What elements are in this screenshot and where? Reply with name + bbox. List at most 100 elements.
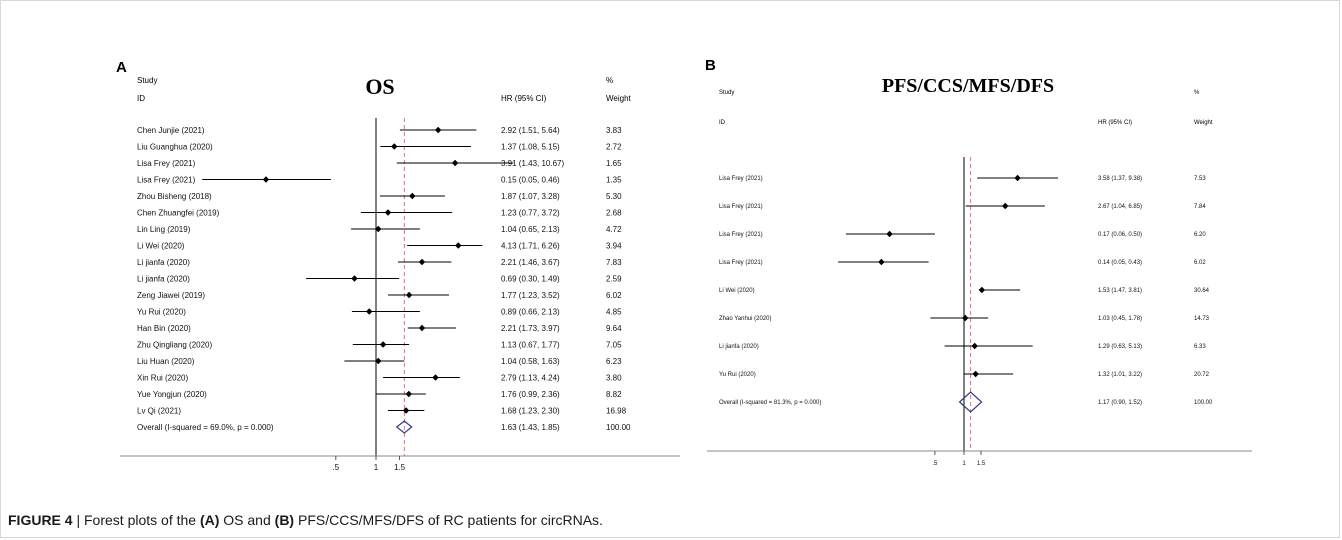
- os-point-estimate: [409, 192, 416, 200]
- pfs-study-label: Zhao Yanhui (2020): [719, 316, 771, 322]
- caption-ref-b: (B): [274, 512, 295, 528]
- os-header-id: ID: [137, 94, 145, 103]
- pfs-header-hr: HR (95% CI): [1098, 120, 1132, 126]
- forest-plot-pfs-svg: B PFS/CCS/MFS/DFS Study ID HR (95% CI)% Weigh…: [705, 57, 1252, 467]
- os-overall-diamond: [395, 420, 413, 434]
- os-weight: 3.80: [606, 373, 622, 382]
- os-study-label: Yu Rui (2020): [137, 307, 186, 316]
- os-study-label: Han Bin (2020): [137, 324, 191, 333]
- os-x-tick-label: 1: [374, 463, 379, 472]
- pfs-point-estimate: [972, 370, 979, 378]
- pfs-weight: 6.20: [1194, 232, 1206, 238]
- pfs-header-study: Study: [719, 90, 734, 96]
- os-study-label: Lv Qi (2021): [137, 406, 181, 415]
- os-study-label: Lin Ling (2019): [137, 225, 191, 234]
- os-weight: 16.98: [606, 406, 627, 415]
- pfs-x-tick-label: 1: [962, 461, 966, 467]
- os-weight: 1.65: [606, 159, 622, 168]
- os-point-estimate: [405, 390, 412, 398]
- os-hr-ci: 1.04 (0.65, 2.13): [501, 225, 560, 234]
- os-hr-ci: 1.04 (0.58, 1.63): [501, 357, 560, 366]
- os-study-label: Yue Yongjun (2020): [137, 390, 207, 399]
- os-study-label: Chen Junjie (2021): [137, 126, 205, 135]
- pfs-hr-ci: 2.67 (1.04, 6.85): [1098, 204, 1142, 210]
- os-study-label: Li jianfa (2020): [137, 274, 190, 283]
- pfs-hr-ci: 3.58 (1.37, 9.38): [1098, 176, 1142, 182]
- os-point-estimate: [351, 275, 358, 282]
- os-point-estimate: [434, 126, 442, 134]
- pfs-title: PFS/CCS/MFS/DFS: [882, 75, 1054, 97]
- os-point-estimate: [375, 225, 382, 233]
- os-hr-ci: 0.69 (0.30, 1.49): [501, 274, 560, 283]
- pfs-weight: 7.53: [1194, 176, 1206, 182]
- os-hr-ci: 3.91 (1.43, 10.67): [501, 159, 564, 168]
- pfs-header-id: ID: [719, 120, 726, 126]
- os-hr-ci: 1.68 (1.23, 2.30): [501, 406, 560, 415]
- pfs-study-label: Li Wei (2020): [719, 288, 755, 294]
- os-point-estimate: [391, 143, 398, 150]
- os-point-estimate: [366, 308, 373, 315]
- os-hr-ci: 1.76 (0.99, 2.36): [501, 390, 560, 399]
- pfs-hr-ci: 1.03 (0.45, 1.78): [1098, 316, 1142, 322]
- os-weight: 1.35: [606, 175, 622, 184]
- os-hr-ci: 2.21 (1.73, 3.97): [501, 324, 560, 333]
- os-title: OS: [365, 74, 394, 99]
- os-study-label: Chen Zhuangfei (2019): [137, 208, 220, 217]
- pfs-weight: 6.33: [1194, 344, 1206, 350]
- os-study-label: Zhu Qingliang (2020): [137, 340, 212, 349]
- caption-label: FIGURE 4: [8, 512, 73, 528]
- os-point-estimate: [402, 407, 410, 414]
- os-study-label: Xin Rui (2020): [137, 373, 188, 382]
- os-weight: 6.23: [606, 357, 622, 366]
- pfs-weight: 30.64: [1194, 288, 1210, 294]
- os-study-label: Zeng Jiawei (2019): [137, 291, 205, 300]
- os-weight: 2.59: [606, 274, 622, 283]
- pfs-point-estimate: [1014, 174, 1021, 182]
- os-study-label: Zhou Bisheng (2018): [137, 192, 212, 201]
- os-weight: 5.30: [606, 192, 622, 201]
- pfs-x-tick-label: .5: [932, 461, 938, 467]
- pfs-study-label: Lisa Frey (2021): [719, 204, 763, 210]
- os-hr-ci: 1.87 (1.07, 3.28): [501, 192, 560, 201]
- os-study-label: Liu Huan (2020): [137, 357, 195, 366]
- os-weight: 7.83: [606, 258, 622, 267]
- os-point-estimate: [451, 159, 459, 167]
- pfs-overall-diamond: [958, 391, 983, 413]
- caption-part-2: OS and: [219, 512, 275, 528]
- pfs-hr-ci: 1.29 (0.63, 5.13): [1098, 344, 1142, 350]
- pfs-header-weight: Weight: [1194, 120, 1213, 126]
- pfs-study-label: Lisa Frey (2021): [719, 176, 763, 182]
- os-study-label: Lisa Frey (2021): [137, 159, 196, 168]
- os-weight: 4.72: [606, 225, 622, 234]
- os-weight: 8.82: [606, 390, 622, 399]
- pfs-study-label: Yu Rui (2020): [719, 372, 756, 378]
- os-weight: 7.05: [606, 340, 622, 349]
- pfs-point-estimate: [978, 286, 986, 294]
- pfs-hr-ci: 1.32 (1.01, 3.22): [1098, 372, 1142, 378]
- os-hr-ci: 0.15 (0.05, 0.46): [501, 175, 560, 184]
- pfs-hr-ci: 0.17 (0.06, 0.50): [1098, 232, 1142, 238]
- pfs-weight: 6.02: [1194, 260, 1206, 266]
- caption-part-3: PFS/CCS/MFS/DFS of RC patients for circR…: [294, 512, 603, 528]
- os-hr-ci: 0.89 (0.66, 2.13): [501, 307, 560, 316]
- os-hr-ci: 1.37 (1.08, 5.15): [501, 142, 560, 151]
- pfs-study-label: Lisa Frey (2021): [719, 260, 763, 266]
- os-point-estimate: [405, 291, 413, 299]
- os-point-estimate: [384, 209, 392, 216]
- pfs-point-estimate: [971, 342, 978, 350]
- os-study-label: Liu Guanghua (2020): [137, 142, 213, 151]
- pfs-panel-letter: B: [705, 57, 716, 74]
- os-hr-ci: 1.13 (0.67, 1.77): [501, 340, 560, 349]
- os-point-estimate: [418, 324, 426, 332]
- os-study-label: Li jianfa (2020): [137, 258, 190, 267]
- os-header-pct: %: [606, 76, 613, 85]
- os-header-study: Study: [137, 76, 157, 85]
- os-header-weight: Weight: [606, 94, 632, 103]
- os-weight: 6.02: [606, 291, 622, 300]
- pfs-point-estimate: [886, 230, 893, 238]
- pfs-study-label: Li jianfa (2020): [719, 344, 759, 350]
- os-weight: 2.68: [606, 208, 622, 217]
- pfs-weight: 14.73: [1194, 316, 1210, 322]
- pfs-weight: 7.84: [1194, 204, 1206, 210]
